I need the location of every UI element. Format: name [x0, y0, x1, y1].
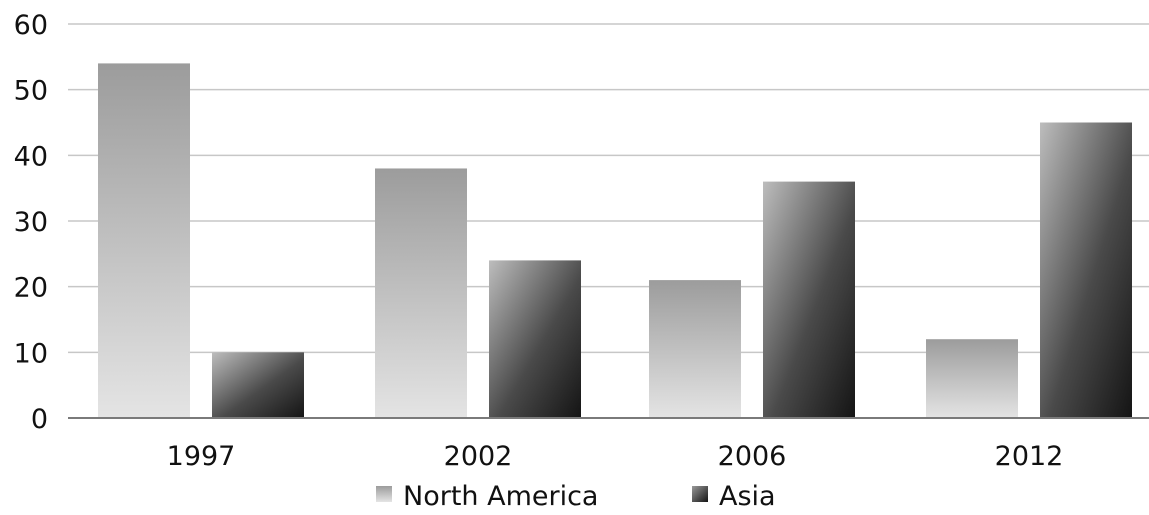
bar-north-america-2002	[375, 168, 467, 418]
gridlines	[68, 23, 1149, 354]
y-tick-label: 0	[31, 404, 48, 435]
legend-label-asia: Asia	[719, 481, 776, 512]
legend-label-north-america: North America	[403, 481, 598, 512]
legend-swatch-asia	[692, 486, 708, 502]
bar-north-america-2012	[926, 339, 1018, 418]
bar-north-america-2006	[649, 280, 741, 418]
y-tick-label: 50	[14, 76, 48, 107]
bars	[98, 63, 1132, 419]
y-tick-label: 20	[14, 273, 48, 304]
legend: North America Asia	[376, 481, 776, 512]
legend-item-asia: Asia	[692, 481, 776, 512]
bar-asia-1997	[212, 352, 304, 418]
bar-asia-2012	[1040, 122, 1132, 418]
bar-asia-2002	[489, 260, 581, 418]
x-tick-label: 2006	[718, 441, 787, 472]
x-axis-ticks: 1997 2002 2006 2012	[167, 441, 1064, 472]
x-tick-label: 2002	[444, 441, 513, 472]
y-axis-ticks: 0 10 20 30 40 50 60	[14, 10, 48, 435]
bar-asia-2006	[763, 181, 855, 418]
bar-north-america-1997	[98, 63, 190, 419]
y-tick-label: 40	[14, 141, 48, 172]
y-tick-label: 30	[14, 207, 48, 238]
legend-item-north-america: North America	[376, 481, 598, 512]
y-tick-label: 60	[14, 10, 48, 41]
x-tick-label: 1997	[167, 441, 236, 472]
legend-swatch-north-america	[376, 486, 392, 502]
x-tick-label: 2012	[995, 441, 1064, 472]
y-tick-label: 10	[14, 338, 48, 369]
